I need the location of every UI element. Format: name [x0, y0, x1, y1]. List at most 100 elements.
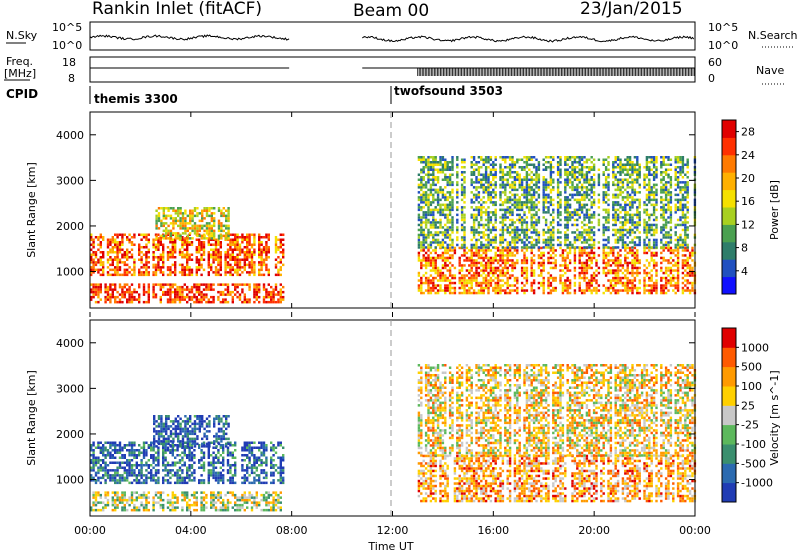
data-cell [165, 232, 168, 235]
data-cell [114, 295, 117, 299]
data-cell [508, 173, 512, 176]
data-cell [540, 261, 543, 265]
data-cell [90, 295, 93, 299]
data-cell [669, 256, 673, 260]
data-cell [583, 216, 586, 219]
data-cell [217, 261, 220, 264]
data-cell [164, 293, 167, 296]
data-cell [628, 158, 632, 161]
data-cell [667, 201, 670, 204]
data-cell [210, 234, 213, 238]
data-cell [422, 171, 425, 174]
data-cell [592, 166, 596, 169]
data-cell [612, 181, 615, 184]
data-cell [669, 201, 673, 204]
data-cell [482, 271, 485, 275]
data-cell [106, 288, 110, 291]
data-cell [94, 300, 98, 304]
data-cell [636, 291, 639, 295]
data-cell [147, 261, 150, 264]
data-cell [109, 263, 112, 267]
data-cell [183, 298, 186, 301]
data-cell [429, 233, 433, 237]
data-cell [145, 236, 148, 239]
data-cell [106, 253, 110, 256]
data-cell [167, 207, 170, 210]
data-cell [496, 286, 500, 290]
data-cell [477, 161, 481, 164]
data-cell [609, 246, 613, 250]
data-cell [427, 276, 430, 280]
data-cell [470, 249, 473, 252]
data-cell [102, 236, 105, 239]
data-cell [525, 228, 529, 232]
data-cell [652, 243, 656, 247]
data-cell [590, 178, 593, 181]
data-cell [274, 258, 278, 261]
data-cell [217, 237, 221, 240]
data-cell [172, 222, 175, 225]
data-cell [638, 259, 641, 262]
data-cell [504, 274, 507, 277]
data-cell [588, 266, 591, 270]
data-cell [487, 233, 490, 237]
data-cell [645, 163, 649, 166]
data-cell [470, 201, 473, 204]
data-cell [166, 300, 170, 304]
data-cell [210, 237, 213, 240]
data-cell [250, 271, 254, 274]
data-cell [499, 208, 502, 212]
data-cell [231, 266, 234, 269]
data-cell [528, 228, 531, 232]
data-cell [434, 261, 437, 265]
data-cell [224, 283, 227, 286]
data-cell [109, 273, 112, 277]
data-cell [501, 249, 505, 252]
data-cell [231, 298, 234, 301]
data-cell [628, 186, 632, 189]
data-cell [523, 193, 526, 197]
data-cell [446, 279, 449, 282]
data-cell [566, 286, 569, 290]
data-cell [585, 238, 589, 242]
data-cell [463, 276, 466, 280]
data-cell [549, 173, 553, 176]
data-cell [499, 203, 502, 207]
data-cell [590, 161, 593, 164]
data-cell [616, 246, 620, 249]
data-cell [624, 281, 627, 285]
data-cell [106, 298, 110, 301]
data-cell [552, 289, 555, 292]
data-cell [597, 206, 601, 209]
data-cell [208, 232, 211, 235]
data-cell [535, 221, 538, 224]
data-cell [159, 253, 162, 256]
data-cell [97, 300, 100, 304]
data-cell [470, 269, 473, 272]
data-cell [624, 269, 627, 272]
data-cell [624, 274, 627, 277]
data-cell [229, 258, 232, 261]
data-cell [667, 176, 670, 179]
data-cell [504, 291, 507, 295]
data-cell [241, 236, 244, 239]
data-cell [520, 246, 524, 249]
data-cell [638, 168, 641, 171]
data-cell [511, 176, 514, 179]
data-cell [554, 264, 557, 267]
data-cell [417, 236, 421, 239]
data-cell [159, 266, 162, 269]
data-cell [669, 186, 673, 189]
data-cell [205, 283, 208, 286]
data-cell [667, 163, 670, 166]
data-cell [446, 286, 449, 290]
data-cell [270, 295, 273, 299]
data-cell [542, 176, 545, 179]
data-cell [142, 263, 146, 267]
data-cell [638, 286, 641, 290]
data-cell [217, 256, 220, 259]
data-cell [520, 203, 524, 207]
data-cell [193, 283, 196, 286]
data-cell [576, 176, 579, 179]
data-cell [441, 163, 445, 166]
